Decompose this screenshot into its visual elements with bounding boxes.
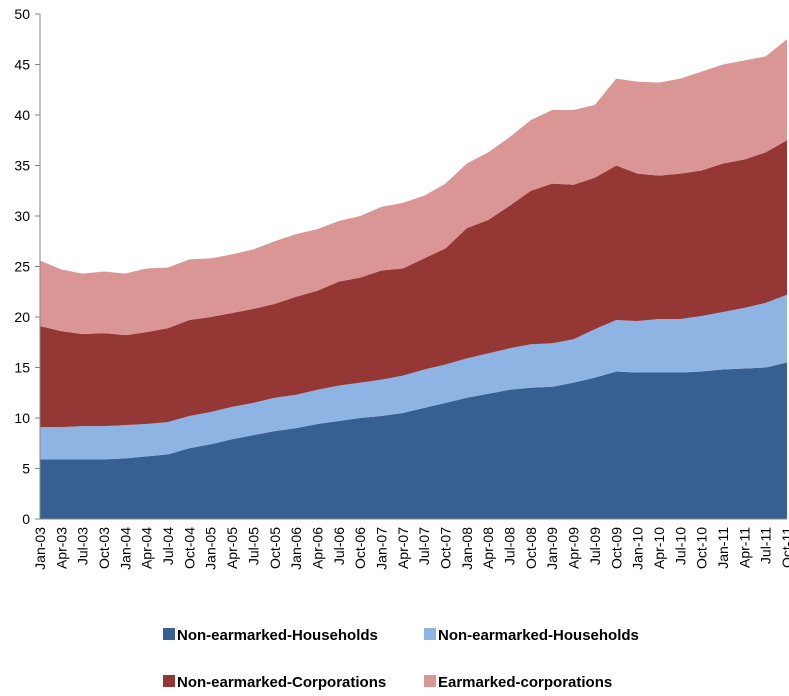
x-tick-label: Oct-07 xyxy=(438,527,454,569)
x-tick-label: Jul-03 xyxy=(75,527,91,565)
x-tick-label: Oct-06 xyxy=(352,527,368,569)
x-tick-label: Jul-07 xyxy=(416,527,432,565)
legend-label: Non-earmarked-Corporations xyxy=(177,674,386,691)
area xyxy=(40,140,787,428)
x-tick-label: Jan-05 xyxy=(203,527,219,570)
y-tick-label: 5 xyxy=(22,461,30,477)
x-tick-label: Jan-10 xyxy=(630,527,646,570)
y-tick-label: 50 xyxy=(14,6,30,22)
x-tick-label: Jan-06 xyxy=(288,527,304,570)
y-tick-label: 45 xyxy=(14,57,30,73)
y-tick-label: 15 xyxy=(14,360,30,376)
x-tick-label: Oct-05 xyxy=(267,527,283,569)
x-tick-label: Jan-08 xyxy=(459,527,475,570)
legend-swatch xyxy=(163,628,175,640)
x-tick-label: Jan-03 xyxy=(32,527,48,570)
x-tick-label: Jul-09 xyxy=(587,527,603,565)
y-tick-label: 40 xyxy=(14,107,30,123)
legend-swatch xyxy=(163,675,175,687)
x-tick-label: Apr-07 xyxy=(395,527,411,569)
y-tick-label: 25 xyxy=(14,259,30,275)
x-tick-label: Jul-11 xyxy=(758,527,774,564)
x-tick-label: Apr-10 xyxy=(651,527,667,569)
x-tick-label: Apr-05 xyxy=(224,527,240,569)
legend-label: Non-earmarked-Households xyxy=(438,627,639,644)
x-tick-label: Apr-03 xyxy=(53,527,69,569)
legend-label: Earmarked-corporations xyxy=(438,674,612,691)
x-tick-label: Jul-06 xyxy=(331,527,347,565)
x-tick-label: Jan-11 xyxy=(715,527,731,569)
legend-label: Non-earmarked-Households xyxy=(177,627,378,644)
y-tick-label: 35 xyxy=(14,158,30,174)
x-tick-label: Oct-09 xyxy=(608,527,624,569)
x-tick-label: Jan-09 xyxy=(544,527,560,570)
x-tick-label: Apr-08 xyxy=(480,527,496,569)
y-tick-label: 10 xyxy=(14,410,30,426)
x-tick-label: Oct-11 xyxy=(779,527,789,568)
x-tick-label: Apr-06 xyxy=(309,527,325,569)
legend-swatch xyxy=(424,675,436,687)
x-tick-label: Jan-07 xyxy=(373,527,389,570)
x-tick-label: Apr-11 xyxy=(736,527,752,568)
x-tick-label: Jul-04 xyxy=(160,527,176,565)
x-tick-label: Oct-03 xyxy=(96,527,112,569)
x-tick-label: Jul-05 xyxy=(245,527,261,565)
y-tick-label: 30 xyxy=(14,208,30,224)
x-tick-label: Apr-09 xyxy=(566,527,582,569)
area xyxy=(40,39,787,336)
x-tick-label: Jan-04 xyxy=(117,527,133,570)
legend-swatch xyxy=(424,628,436,640)
y-tick-label: 0 xyxy=(22,511,30,527)
x-tick-label: Jul-08 xyxy=(502,527,518,565)
y-tick-label: 20 xyxy=(14,309,30,325)
x-tick-label: Oct-04 xyxy=(181,527,197,569)
x-tick-label: Jul-10 xyxy=(672,527,688,565)
area xyxy=(40,294,787,460)
x-tick-label: Oct-08 xyxy=(523,527,539,569)
x-tick-label: Apr-04 xyxy=(139,527,155,569)
area xyxy=(40,362,787,519)
x-tick-label: Oct-10 xyxy=(694,527,710,569)
